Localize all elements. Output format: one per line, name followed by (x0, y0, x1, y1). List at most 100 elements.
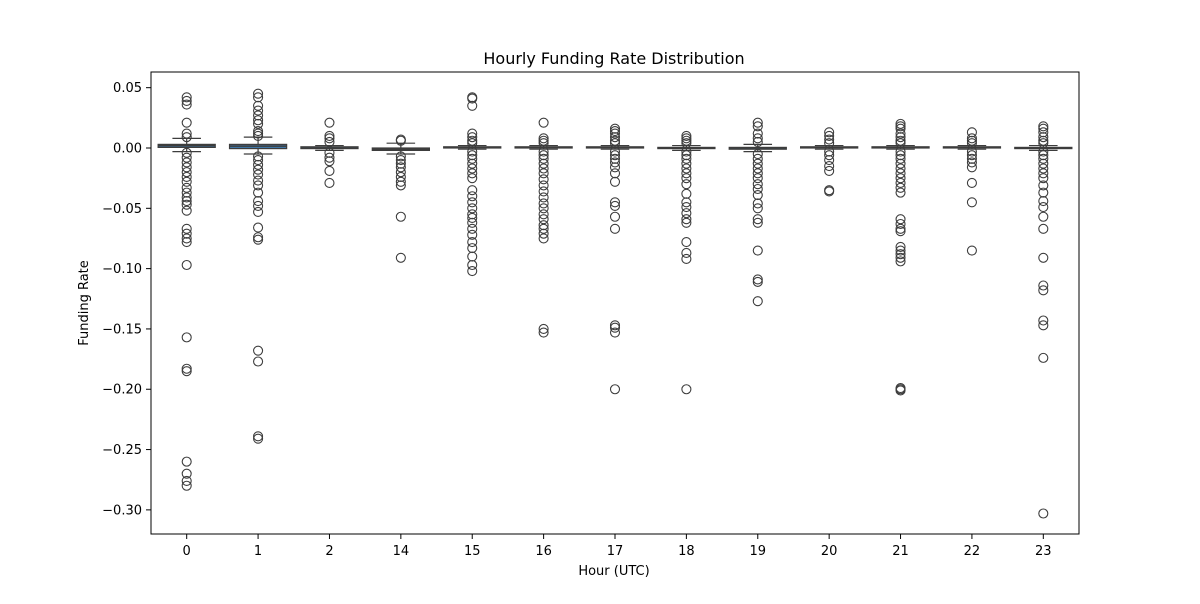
x-tick-label: 0 (183, 544, 191, 559)
outlier-point (467, 191, 478, 202)
outlier-point (181, 187, 192, 198)
outlier-point (752, 179, 763, 190)
outlier-point (181, 223, 192, 234)
outlier-point (253, 151, 264, 162)
outlier-point (253, 175, 264, 186)
outlier-point (181, 205, 192, 216)
outlier-point (395, 252, 406, 263)
x-tick-label: 1 (254, 544, 262, 559)
outlier-point (895, 385, 906, 396)
outlier-point (895, 146, 906, 157)
outlier-point (966, 177, 977, 189)
outlier-point (752, 133, 763, 144)
outlier-point (824, 127, 835, 138)
y-tick-label: −0.20 (102, 383, 142, 398)
outlier-point (181, 233, 192, 244)
outlier-point (966, 146, 977, 157)
outlier-point (538, 233, 549, 244)
outlier-point (752, 214, 763, 225)
outlier-point (609, 146, 621, 157)
outlier-point (467, 153, 478, 164)
outlier-point (181, 366, 192, 377)
outlier-point (538, 153, 549, 164)
outlier-point (681, 158, 692, 169)
outlier-point (467, 265, 478, 277)
x-tick-label: 23 (1035, 544, 1052, 559)
outlier-point (538, 174, 549, 185)
outlier-point (681, 247, 692, 258)
y-tick-label: 0.05 (113, 81, 142, 96)
outlier-point (253, 130, 264, 141)
outlier-point (538, 220, 549, 231)
x-tick-label: 19 (749, 544, 766, 559)
outlier-point (538, 327, 549, 338)
outlier-point (538, 228, 549, 239)
outlier-point (824, 155, 835, 166)
outlier-point (609, 162, 621, 173)
outlier-point (681, 237, 692, 248)
outlier-point (1038, 132, 1049, 143)
outlier-point (1038, 252, 1049, 263)
outlier-point (181, 259, 192, 271)
outlier-point (467, 203, 478, 214)
outlier-point (1038, 153, 1049, 164)
outlier-point (181, 475, 192, 486)
outlier-point (1038, 315, 1049, 326)
outlier-point (1038, 150, 1049, 161)
outlier-point (253, 206, 264, 217)
outlier-point (895, 223, 906, 234)
outlier-point (1038, 211, 1049, 222)
outlier-point (181, 132, 192, 143)
outlier-point (538, 209, 549, 220)
outlier-point (181, 157, 192, 168)
outlier-point (752, 203, 763, 214)
outlier-point (324, 136, 335, 148)
outlier-point (681, 173, 692, 184)
outlier-point (752, 117, 763, 128)
outlier-point (609, 176, 621, 187)
outlier-point (966, 138, 977, 149)
outlier-point (681, 217, 692, 228)
y-axis-label: Funding Rate (77, 260, 92, 346)
outlier-point (895, 187, 906, 198)
outlier-point (824, 138, 835, 149)
outlier-point (395, 180, 406, 191)
outlier-point (752, 148, 763, 160)
outlier-point (824, 130, 835, 141)
outlier-point (681, 208, 692, 219)
outlier-point (609, 384, 621, 395)
outlier-point (253, 187, 264, 198)
outlier-point (538, 223, 549, 234)
outlier-point (609, 320, 621, 331)
outlier-point (538, 192, 549, 203)
outlier-point (609, 135, 621, 146)
outlier-point (895, 168, 906, 179)
outlier-point (1038, 127, 1049, 138)
outlier-point (609, 327, 621, 338)
outlier-point (395, 171, 406, 182)
outlier-point (1038, 163, 1049, 174)
outlier-point (538, 323, 549, 334)
outlier-point (538, 146, 549, 157)
outlier-point (895, 128, 906, 139)
outlier-point (395, 211, 406, 222)
outlier-point (895, 245, 906, 256)
plot-area: 0.05 0.00 −0.05 −0.10 −0.15 −0.20 −0.25 −0.30 0 1… (102, 71, 1080, 559)
outlier-point (181, 237, 192, 248)
outlier-point (681, 253, 692, 265)
outlier-point (324, 147, 335, 158)
outlier-point (1038, 168, 1049, 179)
outlier-point (752, 136, 763, 148)
outlier-point (752, 128, 763, 139)
outlier-point (752, 276, 763, 287)
outlier-point (966, 245, 977, 256)
y-tick-label: −0.05 (102, 202, 142, 217)
outlier-point (253, 433, 264, 444)
outlier-point (1038, 320, 1049, 331)
outlier-point (895, 150, 906, 161)
outlier-point (181, 332, 192, 343)
outlier-point (538, 150, 549, 161)
outlier-point (752, 121, 763, 132)
outlier-point (895, 121, 906, 132)
